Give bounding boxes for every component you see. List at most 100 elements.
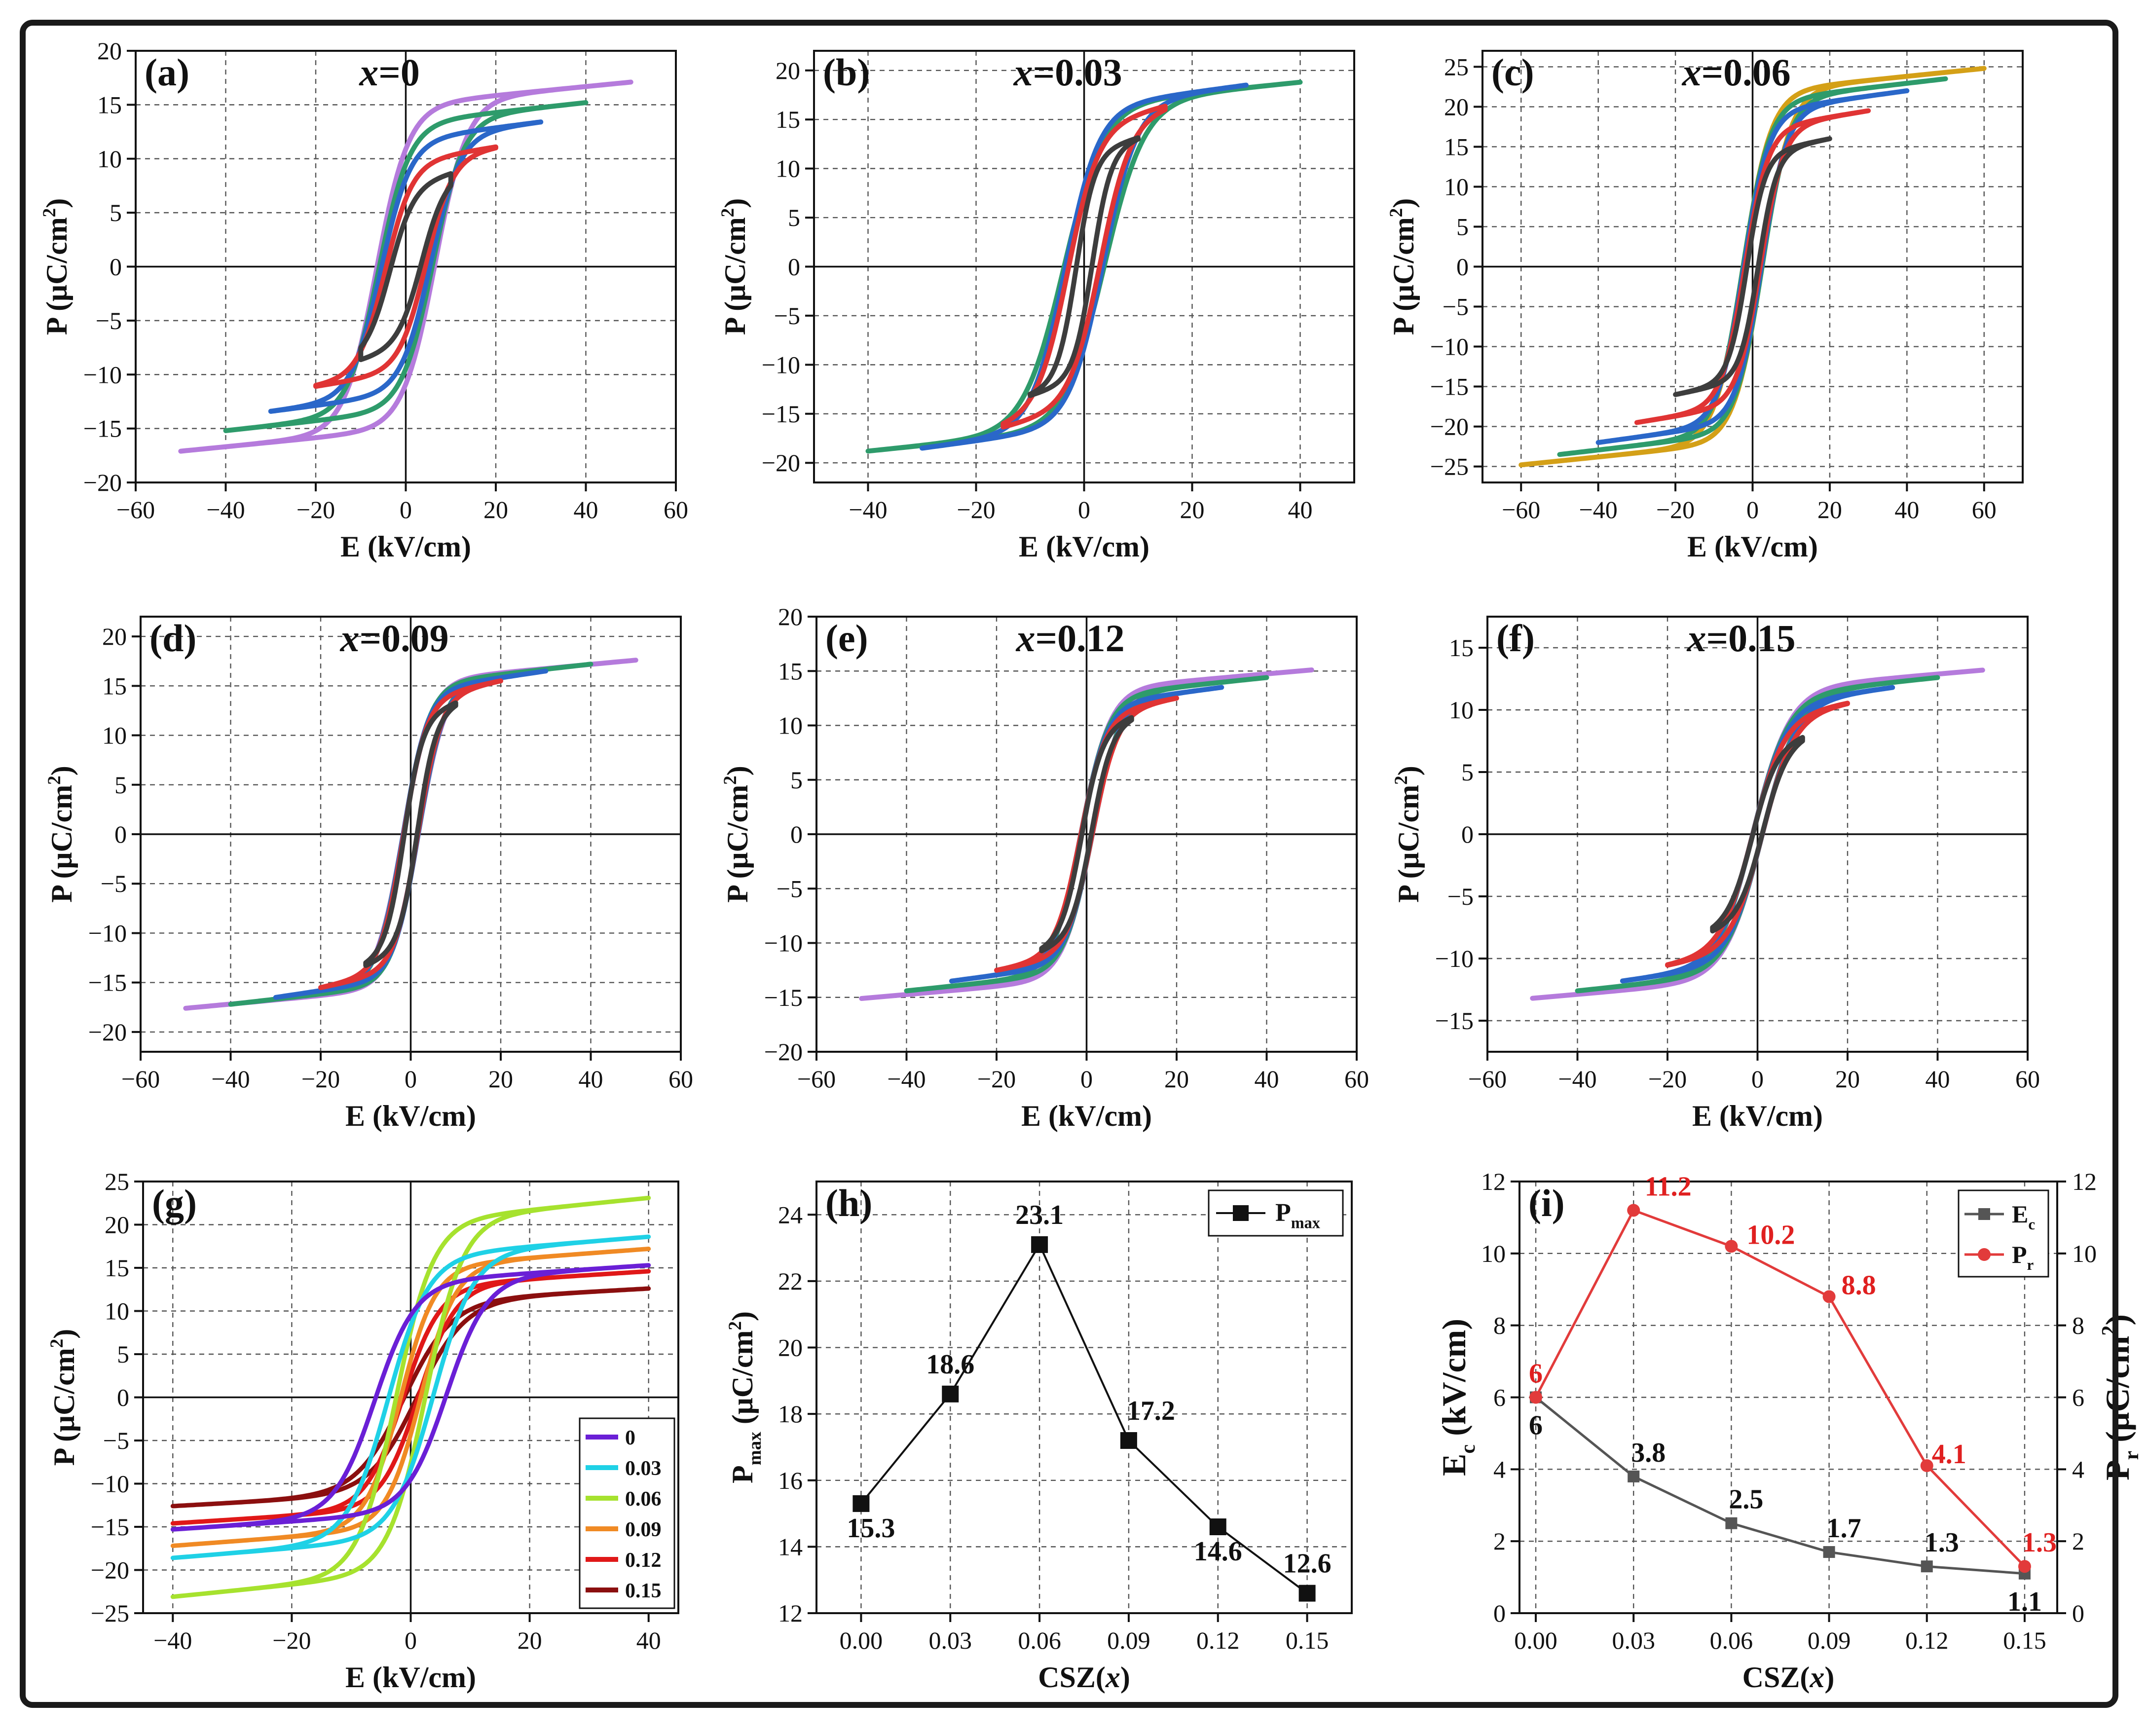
y-axis-label: P (μC/cm2) [47, 1329, 80, 1466]
text-part: =0.03 [1033, 51, 1122, 94]
y-tick-label: 4 [1493, 1455, 1506, 1483]
pr-point [2018, 1560, 2031, 1573]
y-tick-label: 0 [788, 253, 800, 281]
panel-f: −60 −40 −20 0 20 40 60 −15 −10 −5 0 5 10 15 (f) x=0.15 E… [1391, 616, 2040, 1132]
y-axis-label: P (μC/cm2) [44, 766, 78, 903]
x-tick-label: 20 [1164, 1065, 1189, 1093]
text-part: =0.06 [1702, 51, 1791, 94]
y-tick-label: 20 [102, 623, 127, 650]
x-tick-label: −60 [116, 496, 155, 523]
legend-label: 0.09 [625, 1518, 662, 1541]
x-tick-label: −20 [1648, 1065, 1687, 1093]
panel-h: 0.00 0.03 0.06 0.09 0.12 0.15 12 14 16 18 20 22 24 15… [725, 1181, 1353, 1694]
y-tick-label: −20 [764, 1038, 803, 1066]
y-tick-label: 10 [1444, 173, 1469, 200]
y-tick-label: 20 [778, 603, 803, 630]
pr-value-label: 11.2 [1645, 1171, 1692, 1202]
pmax-point [1031, 1236, 1048, 1253]
y-tick-label: 10 [1481, 1240, 1506, 1267]
legend-label: Pr [2012, 1241, 2034, 1273]
y-tick-label: 0 [1456, 253, 1469, 281]
pmax-value-label: 14.6 [1194, 1536, 1242, 1567]
superscript: 2 [720, 776, 741, 785]
y-tick-label: −10 [1430, 333, 1469, 361]
x-tick-label: 0.03 [929, 1626, 972, 1654]
text-part: P (μC/cm [721, 785, 754, 903]
y-tick-label: 6 [1493, 1384, 1506, 1411]
loop-20kVcm [313, 144, 498, 389]
y-tick-label: 5 [788, 204, 800, 231]
pmax-point [1298, 1585, 1316, 1602]
text-part: =0.15 [1706, 617, 1796, 660]
loop-10kVcm [1710, 735, 1805, 934]
text-part: ) [1392, 766, 1425, 776]
loop-10kVcm [358, 171, 453, 363]
y-tick-label: −5 [101, 870, 127, 897]
y-tick-label: 22 [778, 1267, 803, 1295]
y-tick-label: 0 [790, 820, 803, 848]
pr-value-label: 4.1 [1932, 1439, 1966, 1470]
y-tick-label: −15 [1430, 373, 1469, 401]
x-tick-label: −40 [887, 1065, 926, 1093]
superscript: 2 [1386, 208, 1407, 218]
pmax-point [942, 1385, 959, 1403]
ec-point [1823, 1546, 1835, 1558]
loops [1530, 667, 1985, 1001]
y-tick-label: 15 [1449, 634, 1474, 662]
ec-value-label: 1.3 [1925, 1527, 1959, 1558]
y-tick-label: −15 [764, 984, 803, 1011]
pr-point [1627, 1204, 1640, 1217]
loop-30kVcm [1595, 88, 1910, 445]
x-tick-label: 0.03 [1612, 1626, 1655, 1654]
y-tick-label: −10 [1435, 945, 1474, 972]
y-tick-label: −10 [83, 361, 122, 388]
loops [859, 667, 1314, 1001]
text-part: x [1105, 1661, 1120, 1694]
y-tick-label: −10 [764, 929, 803, 957]
text-part: ) [721, 766, 754, 776]
x-tick-label: 60 [1972, 496, 1997, 523]
text-part: P [726, 1465, 759, 1483]
x-axis-label: E (kV/cm) [340, 530, 471, 563]
y-tick-label: 18 [778, 1400, 803, 1428]
loop-10kVcm [1673, 136, 1832, 397]
x-tick-label: 0.09 [1107, 1626, 1150, 1654]
y-left-axis-label: Ec (kV/cm) [1435, 1319, 1480, 1476]
x-tick-label: 40 [1288, 496, 1313, 523]
y-tick-label: 15 [102, 672, 127, 700]
legend-label: 0.03 [625, 1457, 662, 1480]
x-tick-label: 60 [2015, 1065, 2040, 1093]
legend-label: Ec [2012, 1200, 2035, 1233]
text-part: ) [719, 198, 751, 208]
y-tick-label: −20 [1430, 413, 1469, 441]
y-tick-label: 10 [97, 145, 122, 173]
y-tick-label: 5 [1456, 213, 1469, 240]
y-tick-label: −10 [88, 919, 127, 947]
x-tick-label: 60 [1344, 1065, 1369, 1093]
y-tick-label: −10 [762, 351, 800, 378]
panel-label: (a) [145, 51, 189, 94]
panel-d: −60 −40 −20 0 20 40 60 −20 −15 −10 −5 0 5 10 15 20 (d) x=… [44, 616, 693, 1132]
text-part: x [340, 617, 360, 660]
pmax-point [852, 1495, 870, 1512]
x-tick-label: 0 [400, 496, 412, 523]
subscript: max [1291, 1214, 1320, 1232]
text-part: P (μC/cm [1387, 217, 1420, 335]
y-tick-label: 14 [778, 1533, 803, 1560]
x-axis-label: E (kV/cm) [1021, 1100, 1152, 1132]
y-tick-label: 5 [117, 1340, 129, 1368]
y-axis-label: P (μC/cm2) [1391, 766, 1425, 903]
x-tick-label: 40 [1255, 1065, 1279, 1093]
y-axis-label: Pmax (μC/cm2) [725, 1311, 765, 1483]
pr-point [1822, 1290, 1836, 1303]
y-tick-label: 5 [110, 199, 122, 226]
y-tick-label: −20 [762, 449, 800, 477]
panel-title: x=0 [359, 51, 419, 94]
x-tick-label: 40 [1926, 1065, 1950, 1093]
x-tick-label: −40 [153, 1626, 192, 1654]
panel-label: (i) [1528, 1182, 1565, 1224]
subscript: max [745, 1432, 765, 1466]
legend-label: 0.12 [625, 1549, 662, 1572]
x-tick-label: 20 [483, 496, 508, 523]
